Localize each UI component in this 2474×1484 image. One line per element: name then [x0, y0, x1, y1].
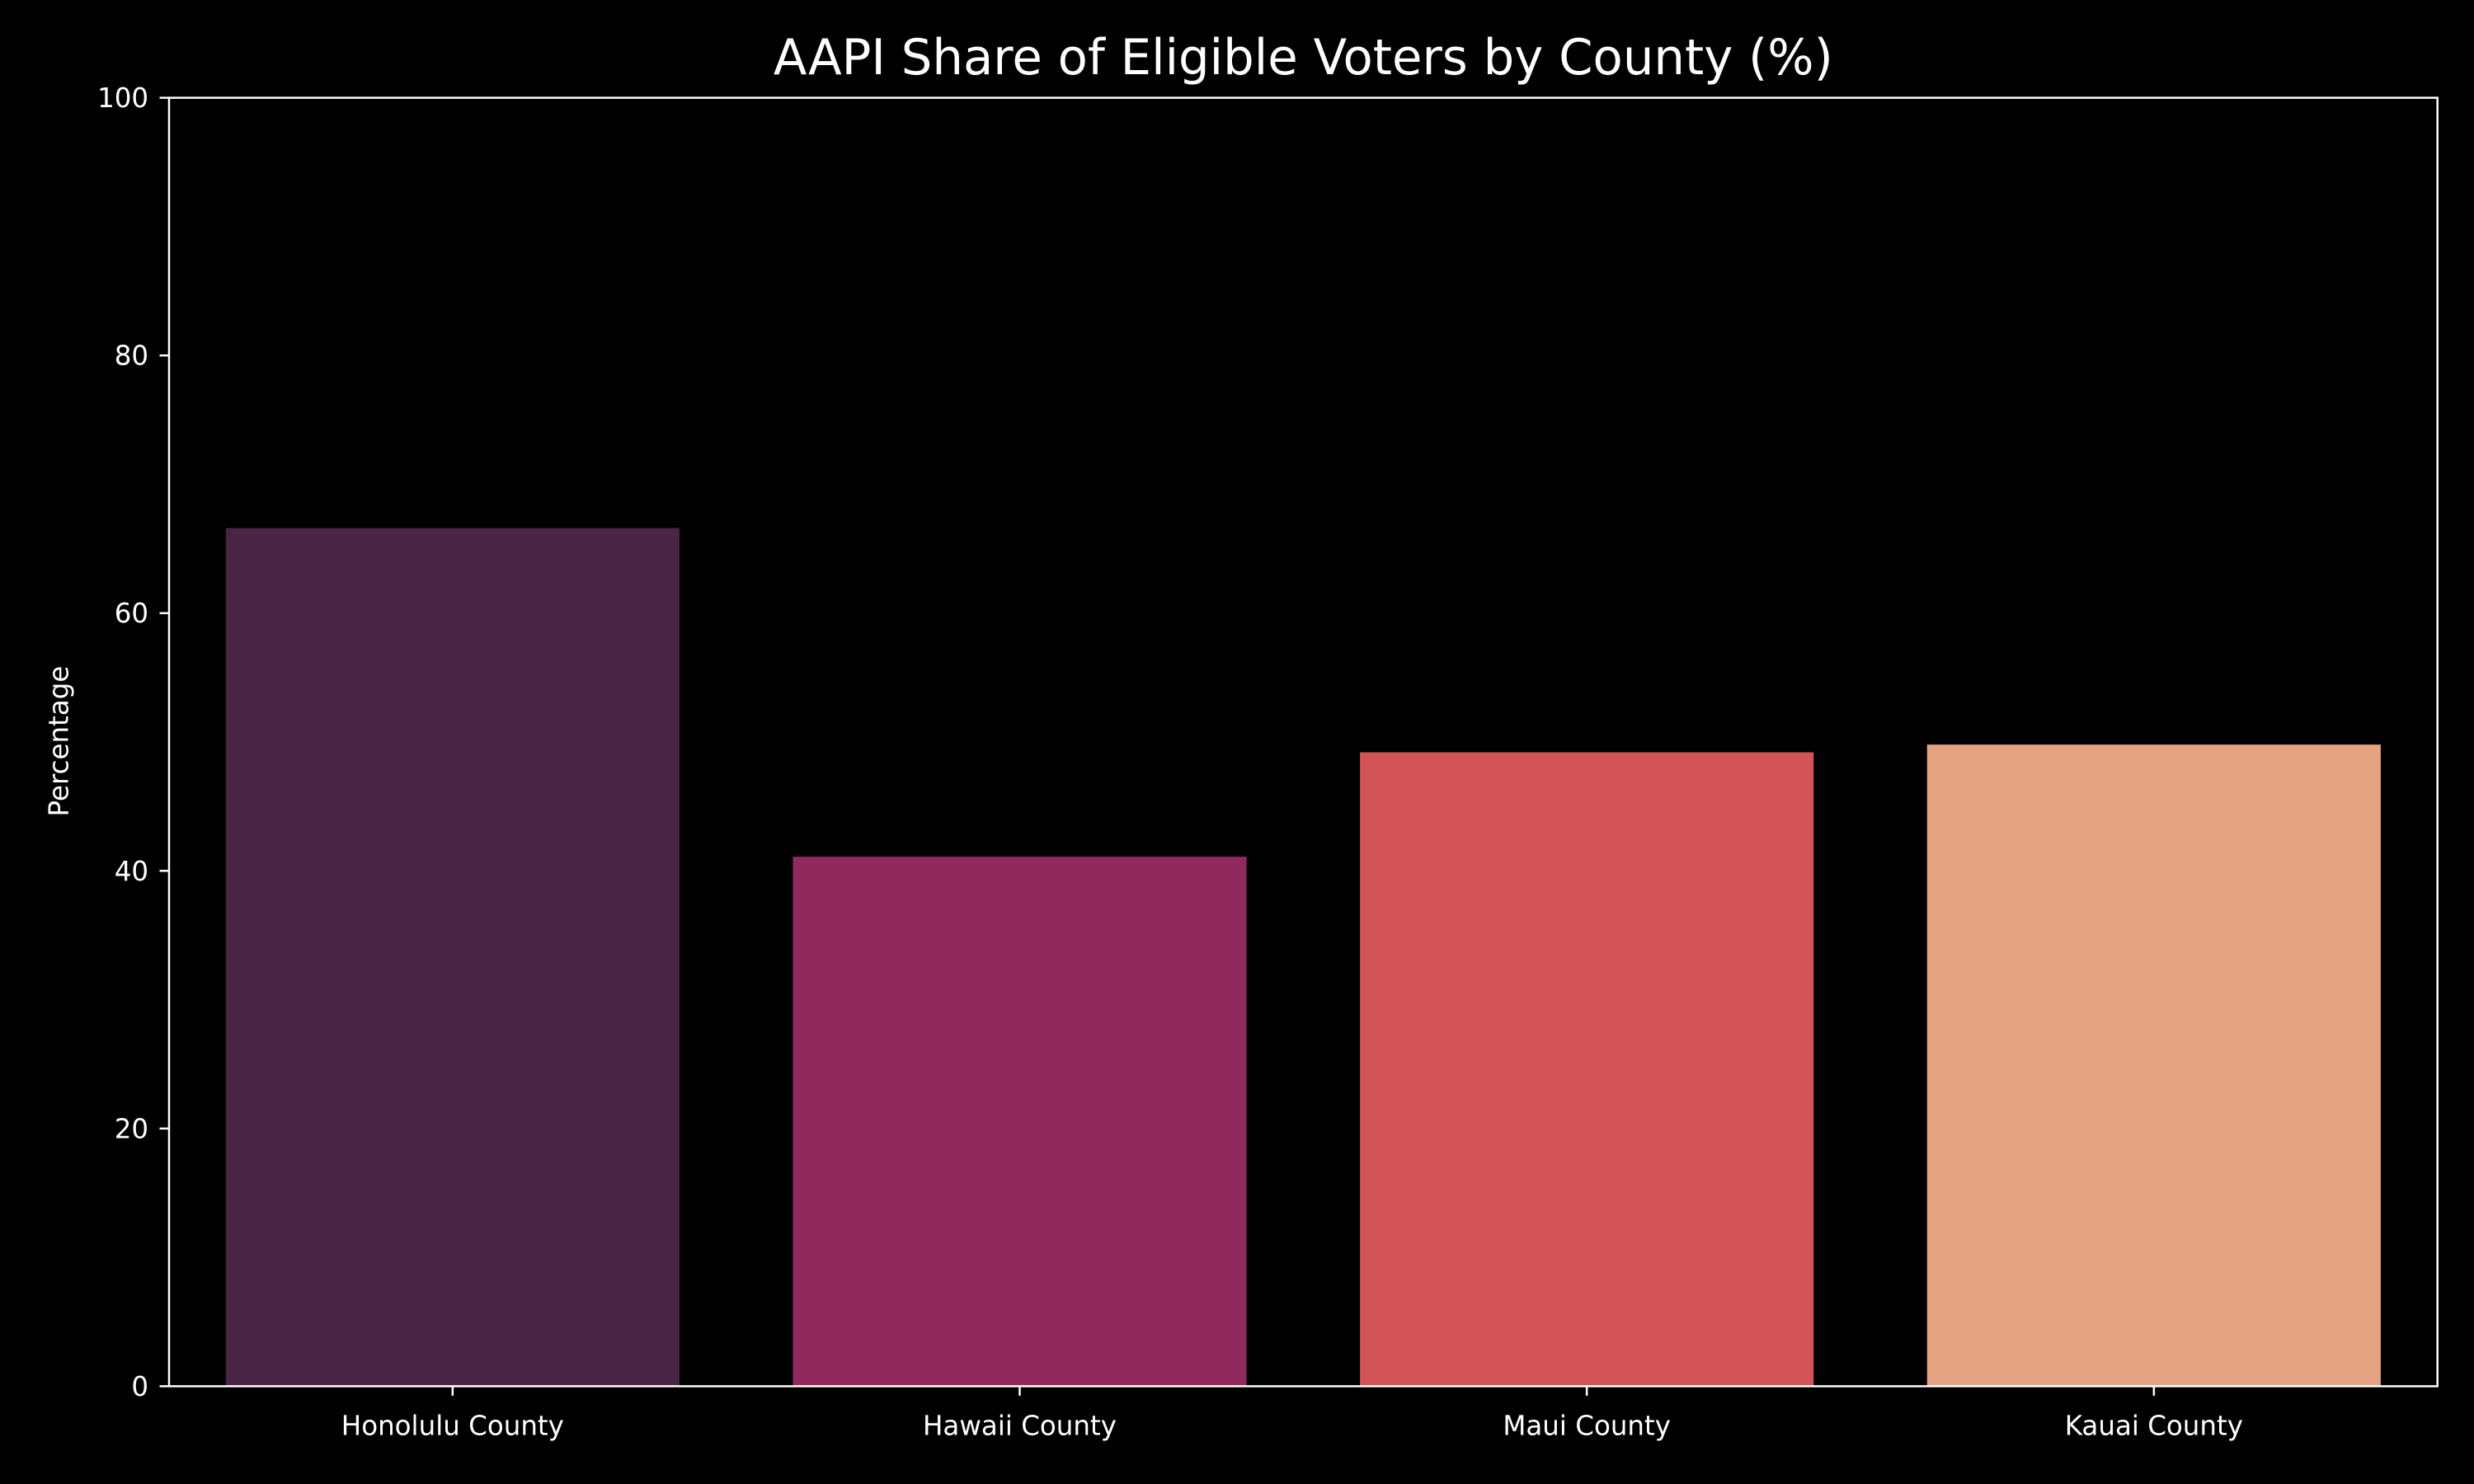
- bar-kauai-county: [1926, 744, 2381, 1387]
- y-tick-label: 80: [115, 340, 148, 372]
- bar-honolulu-county: [225, 528, 680, 1387]
- y-tick-label: 100: [97, 82, 148, 114]
- y-tick-label: 60: [115, 598, 148, 629]
- bar-hawaii-county: [793, 857, 1247, 1387]
- chart-title: AAPI Share of Eligible Voters by County …: [774, 29, 1833, 86]
- x-tick-label: Honolulu County: [341, 1411, 564, 1442]
- y-tick-label: 20: [115, 1113, 148, 1144]
- x-tick-label: Hawaii County: [923, 1411, 1117, 1442]
- y-axis-label: Percentage: [44, 666, 75, 817]
- y-tick-label: 0: [131, 1371, 148, 1402]
- x-tick-label: Maui County: [1503, 1411, 1671, 1442]
- bar-maui-county: [1360, 752, 1814, 1387]
- y-tick-label: 40: [115, 856, 148, 887]
- plot-frame: [167, 96, 2439, 1388]
- x-tick-label: Kauai County: [2065, 1411, 2243, 1442]
